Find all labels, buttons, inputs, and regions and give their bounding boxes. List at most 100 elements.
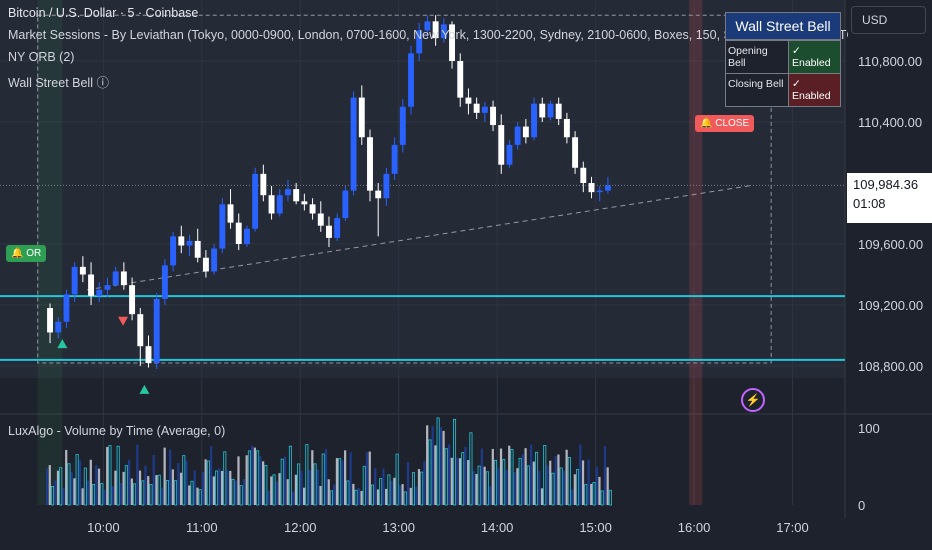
candle-body	[309, 204, 316, 214]
candle-body	[506, 144, 513, 165]
volume-bar	[598, 476, 601, 505]
volume-bar	[562, 470, 566, 505]
volume-bar	[147, 476, 150, 505]
indicator-volume-by-time[interactable]: LuxAlgo - Volume by Time (Average, 0)	[8, 424, 226, 438]
volume-bar	[374, 468, 377, 505]
volume-bar	[253, 447, 257, 505]
candle-body	[88, 274, 95, 296]
volume-bar	[338, 458, 342, 506]
volume-bar	[127, 459, 131, 505]
volume-bar	[300, 470, 303, 505]
volume-bar	[212, 476, 215, 505]
volume-bar	[89, 459, 92, 505]
candle-body	[399, 106, 406, 145]
volume-bar	[95, 465, 98, 505]
candle-body	[120, 271, 127, 286]
opening-bell-status: ✓ Enabled	[789, 41, 840, 73]
volume-bar	[352, 483, 355, 505]
volume-bar	[538, 470, 541, 505]
lightning-icon[interactable]: ⚡	[741, 388, 765, 412]
candle-body	[572, 137, 579, 168]
indicator-ny-orb[interactable]: NY ORB (2)	[8, 50, 75, 64]
volume-bar	[83, 467, 87, 506]
volume-bar	[204, 459, 207, 505]
volume-bar	[532, 461, 535, 505]
volume-bar	[403, 491, 407, 506]
volume-bar	[259, 456, 262, 505]
volume-bar	[133, 483, 137, 506]
candle-body	[358, 97, 365, 138]
candle-body	[47, 308, 53, 333]
candle-body	[391, 144, 398, 174]
volume-bar	[229, 470, 232, 505]
volume-bar	[155, 475, 158, 505]
volume-bar	[245, 455, 248, 505]
volume-bar	[324, 449, 328, 505]
volume-bar	[540, 488, 544, 505]
volume-bar	[177, 463, 180, 505]
volume-bar	[357, 488, 360, 505]
candle-body	[432, 21, 439, 39]
volume-bar	[45, 468, 49, 505]
candle-body	[383, 173, 390, 199]
indicator-wall-street-bell[interactable]: Wall Street Bell ⓘ	[8, 76, 109, 90]
volume-bar	[491, 448, 494, 505]
volume-bar	[406, 462, 410, 505]
candle-body	[367, 137, 373, 191]
candle-body	[227, 204, 234, 223]
volume-bar	[382, 468, 385, 505]
candle-body	[498, 125, 505, 165]
currency-selector[interactable]: USD	[851, 6, 926, 34]
volume-bar	[275, 481, 278, 505]
volume-bar	[524, 448, 527, 505]
volume-bar	[379, 478, 383, 506]
candle-body	[170, 236, 177, 266]
volume-bar	[587, 459, 590, 505]
opening-bell-label: Opening Bell	[726, 41, 789, 73]
indicator-market-sessions[interactable]: Market Sessions - By Leviathan (Tokyo, 0…	[8, 28, 848, 42]
candle-body	[71, 266, 78, 295]
volume-bar	[483, 466, 486, 505]
x-tick-label: 11:00	[186, 520, 218, 535]
volume-bar	[313, 463, 317, 506]
volume-bar	[116, 445, 120, 506]
candle-body	[473, 103, 480, 113]
volume-bar	[526, 465, 530, 506]
volume-bar	[333, 484, 336, 505]
volume-bar	[193, 470, 196, 505]
volume-bar	[65, 449, 68, 505]
volume-bar	[247, 450, 251, 506]
volume-bar	[505, 470, 508, 505]
candle-body	[539, 103, 546, 118]
candle-body	[555, 103, 562, 119]
x-tick-label: 17:00	[776, 520, 809, 535]
volume-bar	[319, 485, 322, 505]
volume-bar	[401, 484, 404, 505]
volume-bar	[603, 446, 607, 505]
candle-body	[268, 195, 275, 214]
volume-bar	[163, 447, 166, 505]
candle-body	[79, 266, 86, 275]
candle-body	[563, 118, 570, 138]
y-tick-label: 109,600.00	[858, 237, 923, 252]
volume-bar	[174, 480, 178, 506]
volume-bar	[349, 452, 352, 505]
volume-bar	[362, 465, 366, 506]
symbol-title: Bitcoin / U.S. Dollar · 5 · Coinbase	[8, 6, 199, 20]
volume-bar	[543, 445, 547, 506]
candle-body	[408, 53, 414, 107]
x-tick-label: 12:00	[284, 520, 317, 535]
volume-tick-label: 100	[858, 421, 880, 436]
opening-bell-row: Opening Bell ✓ Enabled	[726, 40, 840, 73]
volume-bar	[56, 470, 60, 505]
candle-body	[202, 257, 209, 272]
volume-bar	[368, 451, 371, 505]
candle-body	[301, 201, 308, 205]
volume-bar	[130, 478, 133, 505]
volume-bar	[283, 456, 287, 505]
volume-bar	[426, 425, 429, 505]
volume-bar	[78, 460, 81, 505]
volume-bar	[436, 417, 440, 506]
volume-bar	[157, 474, 161, 506]
volume-bar	[480, 448, 483, 505]
